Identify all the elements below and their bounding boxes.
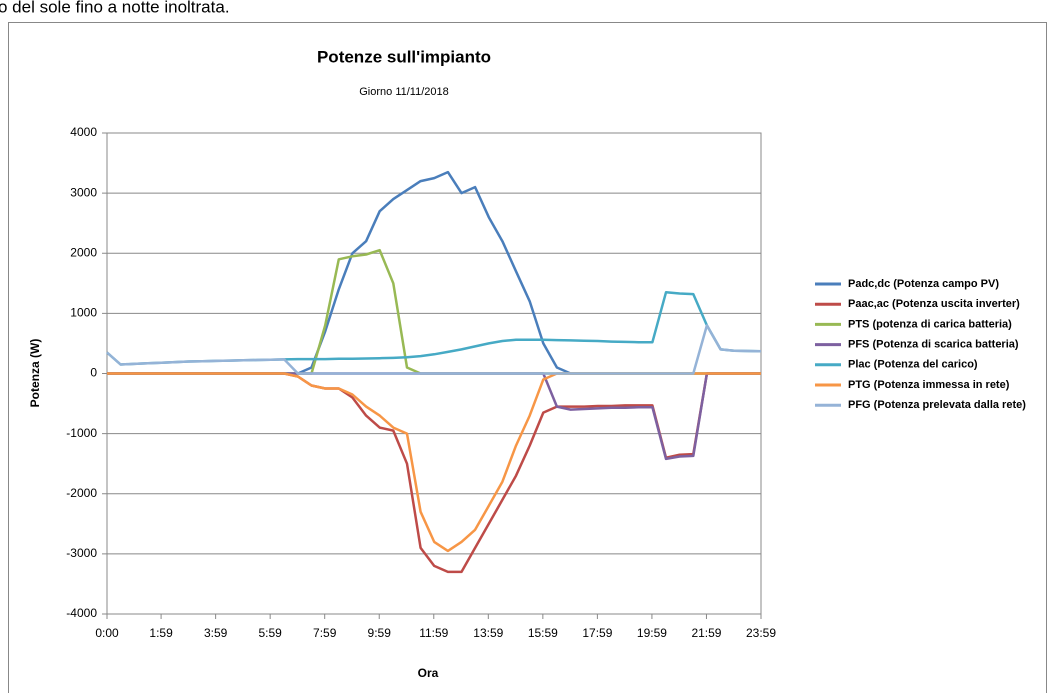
y-tick-label: 3000 — [70, 185, 97, 199]
y-tick-label: -1000 — [66, 426, 97, 440]
chart-subtitle: Giorno 11/11/2018 — [359, 86, 449, 98]
y-tick-label: 4000 — [70, 125, 97, 139]
x-tick-label: 15:59 — [528, 626, 558, 640]
y-tick-label: 2000 — [70, 245, 97, 259]
x-axis-label: Ora — [418, 666, 439, 680]
x-tick-label: 13:59 — [473, 626, 503, 640]
legend-label: PFS (Potenza di scarica batteria) — [848, 339, 1019, 351]
legend-label: Plac (Potenza del carico) — [848, 359, 978, 371]
x-tick-label: 9:59 — [368, 626, 392, 640]
legend-label: PTS (potenza di carica batteria) — [848, 318, 1012, 330]
y-axis-label: Potenza (W) — [28, 339, 42, 408]
y-tick-label: -3000 — [66, 546, 97, 560]
x-tick-label: 5:59 — [258, 626, 282, 640]
legend-label: PTG (Potenza immessa in rete) — [848, 379, 1010, 391]
caption: o del sole fino a notte inoltrata. — [0, 0, 230, 16]
x-tick-label: 3:59 — [204, 626, 228, 640]
chart-title: Potenze sull'impianto — [317, 47, 491, 66]
x-tick-label: 21:59 — [691, 626, 721, 640]
legend-label: Padc,dc (Potenza campo PV) — [848, 278, 999, 290]
legend-label: Paac,ac (Potenza uscita inverter) — [848, 298, 1020, 310]
y-tick-label: 0 — [90, 366, 97, 380]
x-tick-label: 11:59 — [419, 626, 448, 640]
x-tick-label: 7:59 — [313, 626, 337, 640]
x-tick-label: 19:59 — [637, 626, 667, 640]
x-tick-label: 1:59 — [149, 626, 173, 640]
x-tick-label: 17:59 — [582, 626, 612, 640]
x-tick-label: 0:00 — [95, 626, 119, 640]
x-tick-label: 23:59 — [746, 626, 776, 640]
series-line — [106, 324, 762, 375]
y-tick-label: 1000 — [70, 306, 97, 320]
y-tick-label: -4000 — [66, 606, 97, 620]
y-tick-label: -2000 — [66, 486, 97, 500]
legend-label: PFG (Potenza prelevata dalla rete) — [848, 399, 1026, 411]
